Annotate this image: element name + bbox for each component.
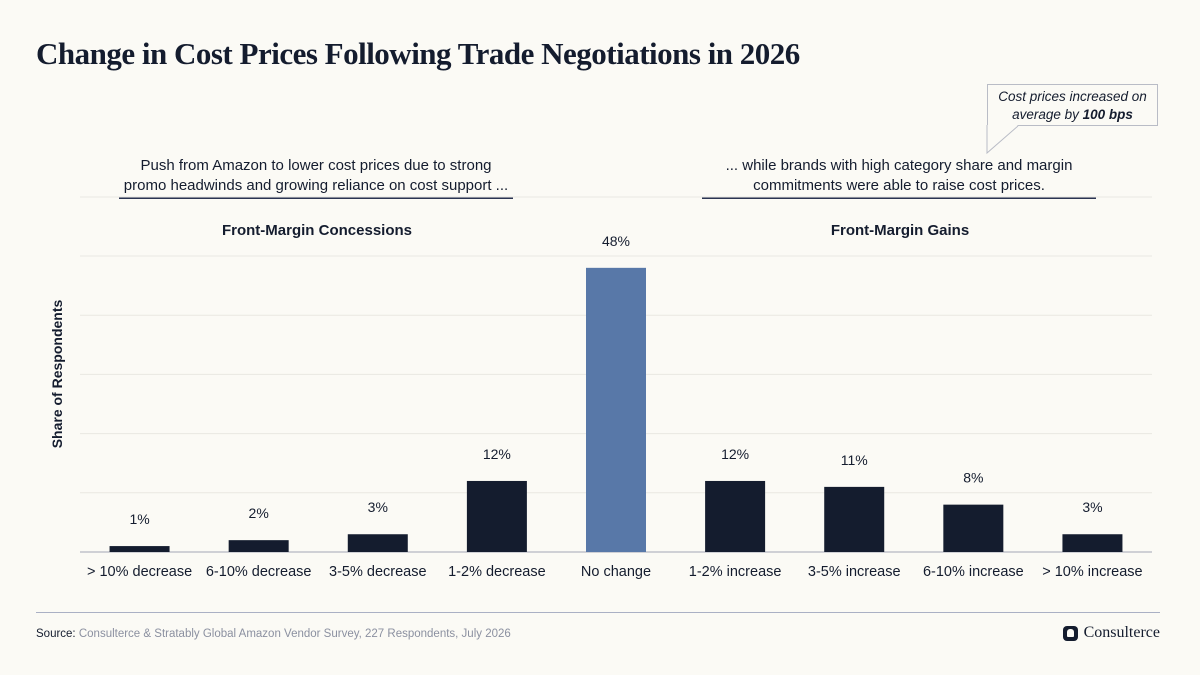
footer-divider (36, 612, 1160, 613)
bar (1062, 534, 1123, 552)
data-label: 8% (963, 470, 983, 486)
chart-title: Change in Cost Prices Following Trade Ne… (36, 36, 800, 71)
section-label-concessions: Front-Margin Concessions (221, 222, 412, 239)
annotation-right: ... while brands with high category shar… (725, 157, 1073, 194)
x-tick-label: 6-10% decrease (206, 564, 312, 580)
x-tick-label: 1-2% decrease (448, 564, 546, 580)
x-tick-label: No change (581, 564, 651, 580)
bar (824, 486, 885, 552)
callout-tail (986, 125, 1019, 155)
source-text: Consulterce & Stratably Global Amazon Ve… (78, 628, 511, 640)
callout-bold-value: 100 bps (1082, 107, 1133, 122)
data-label: 1% (129, 511, 149, 527)
source-note: Source: Consulterce & Stratably Global A… (36, 628, 511, 640)
callout-box: Cost prices increased on average by 100 … (987, 84, 1158, 126)
brand-name: Consulterce (1083, 624, 1160, 641)
x-tick-label: 3-5% decrease (329, 564, 427, 580)
bar (109, 546, 170, 552)
data-label: 12% (483, 446, 511, 462)
data-label: 3% (368, 499, 388, 515)
x-tick-label: 3-5% increase (808, 564, 901, 580)
brand-icon (1062, 625, 1078, 641)
data-label: 2% (249, 505, 269, 521)
x-tick-label: 1-2% increase (689, 564, 782, 580)
annotation-left-underline (119, 197, 513, 199)
source-label: Source: (36, 628, 76, 640)
bar (466, 480, 527, 552)
data-label: 12% (721, 446, 749, 462)
bar (347, 534, 408, 552)
x-tick-label: > 10% decrease (87, 564, 192, 580)
annotation-left: Push from Amazon to lower cost prices du… (123, 157, 509, 194)
section-label-gains: Front-Margin Gains (830, 222, 970, 239)
bar (586, 267, 646, 552)
brand-logo: Consulterce (1062, 624, 1160, 642)
bar (705, 480, 766, 552)
bar (228, 540, 289, 552)
callout-text: Cost prices increased on average by (998, 89, 1147, 122)
data-label: 11% (841, 452, 868, 468)
data-label: 3% (1082, 499, 1102, 515)
bar (943, 504, 1004, 552)
x-tick-label: 6-10% increase (923, 564, 1024, 580)
annotation-right-underline (702, 197, 1096, 199)
x-tick-label: > 10% increase (1042, 564, 1142, 580)
data-label: 48% (602, 233, 630, 249)
